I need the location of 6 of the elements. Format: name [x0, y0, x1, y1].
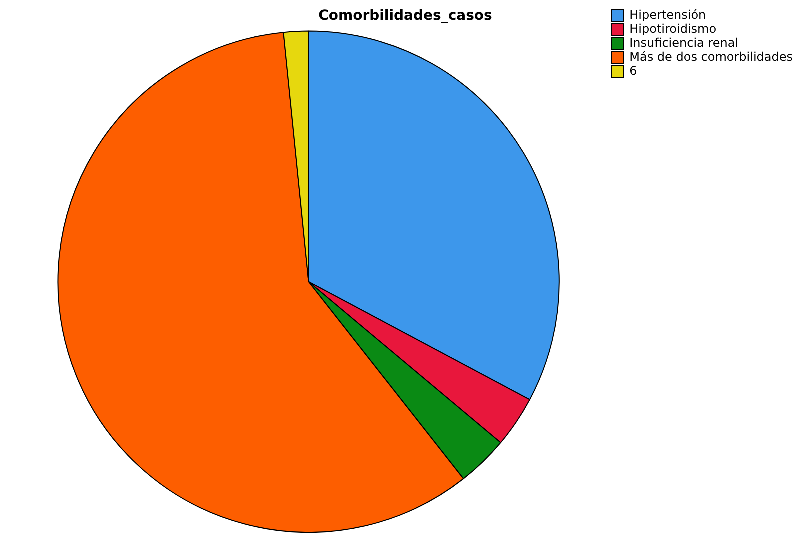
legend-label: Más de dos comorbilidades: [630, 50, 793, 64]
legend-label: Hipotiroidismo: [630, 22, 717, 36]
legend-label: Insuficiencia renal: [630, 36, 739, 50]
legend-label: Hipertensión: [630, 8, 706, 22]
chart-title: Comorbilidades_casos: [318, 8, 492, 24]
legend-label: 6: [630, 64, 638, 78]
